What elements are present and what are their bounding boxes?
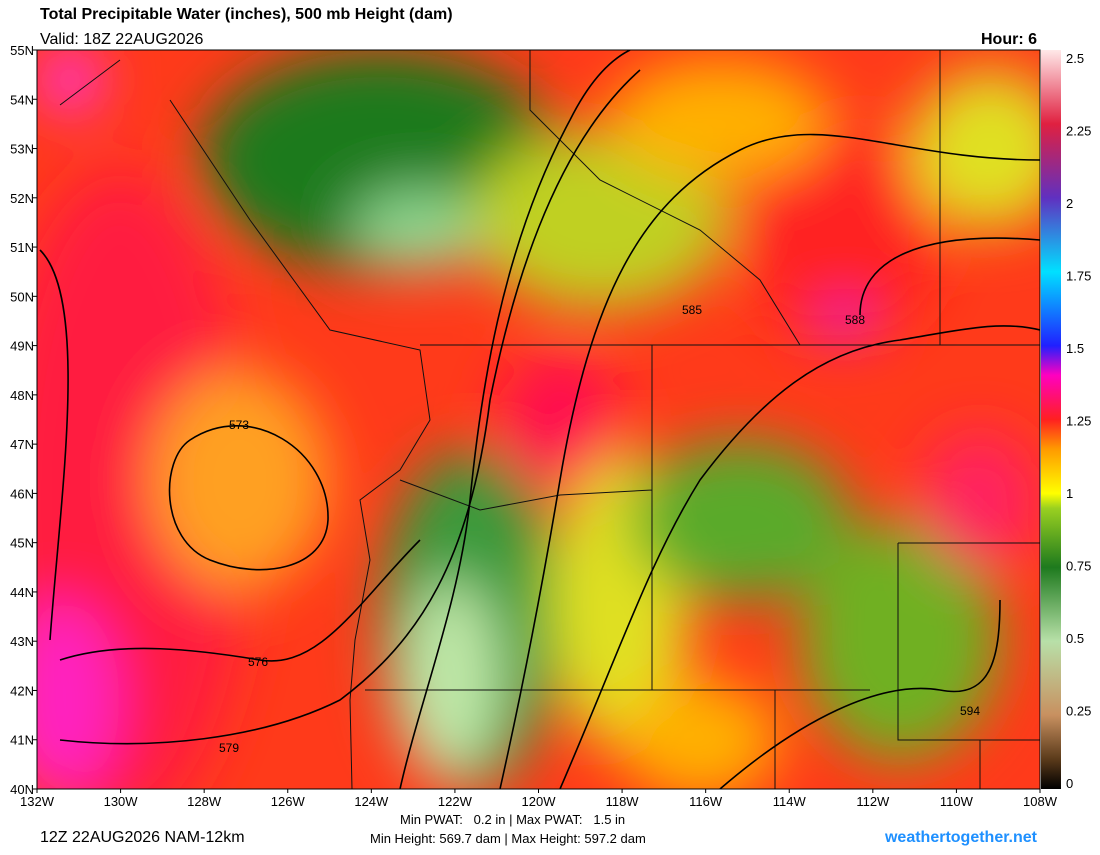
height-range: Min Height: 569.7 dam | Max Height: 597.… (370, 831, 646, 846)
lon-label: 122W (438, 794, 473, 809)
lon-label: 114W (773, 794, 807, 809)
contour-label: 576 (248, 655, 268, 669)
lat-label: 49N (10, 339, 34, 354)
lon-label: 128W (187, 794, 222, 809)
contour-label: 579 (219, 741, 239, 755)
colorbar-label: 2 (1066, 196, 1073, 211)
lat-label: 48N (10, 388, 34, 403)
contour-label: 588 (845, 313, 865, 327)
lon-label: 120W (522, 794, 557, 809)
valid-time: Valid: 18Z 22AUG2026 (40, 31, 203, 48)
lon-label: 130W (104, 794, 139, 809)
lon-label: 132W (20, 794, 55, 809)
colorbar-label: 1.5 (1066, 341, 1084, 356)
lat-label: 52N (10, 191, 34, 206)
contour-label: 585 (682, 303, 702, 317)
colorbar-label: 1 (1066, 486, 1073, 501)
title: Total Precipitable Water (inches), 500 m… (40, 6, 453, 23)
lat-label: 53N (10, 142, 34, 157)
lat-label: 45N (10, 536, 34, 551)
colorbar (1041, 50, 1061, 789)
colorbar-label: 0.25 (1066, 704, 1091, 719)
model-run: 12Z 22AUG2026 NAM-12km (40, 829, 245, 846)
lon-label: 112W (856, 794, 890, 809)
site-name: weathertogether.net (884, 829, 1038, 846)
lon-label: 126W (271, 794, 306, 809)
lat-label: 47N (10, 437, 34, 452)
colorbar-label: 0 (1066, 776, 1073, 791)
forecast-hour: Hour: 6 (981, 31, 1037, 48)
lat-label: 51N (10, 240, 34, 255)
colorbar-label: 0.5 (1066, 631, 1084, 646)
colorbar-label: 2.5 (1066, 51, 1084, 66)
colorbar-label: 1.25 (1066, 414, 1091, 429)
lon-label: 116W (689, 794, 723, 809)
lon-label: 118W (606, 794, 640, 809)
colorbar-label: 1.75 (1066, 269, 1091, 284)
lon-label: 110W (940, 794, 974, 809)
lat-label: 55N (10, 43, 34, 58)
lat-label: 43N (10, 634, 34, 649)
lat-label: 40N (10, 782, 34, 797)
contour-label: 594 (960, 704, 980, 718)
colorbar-label: 2.25 (1066, 124, 1091, 139)
lat-label: 50N (10, 289, 34, 304)
colorbar-label: 0.75 (1066, 559, 1091, 574)
pwat-field (37, 50, 1040, 789)
lat-label: 46N (10, 486, 34, 501)
lat-label: 44N (10, 585, 34, 600)
contour-label: 573 (229, 418, 249, 432)
lat-label: 42N (10, 683, 34, 698)
pwat-range: Min PWAT: 0.2 in | Max PWAT: 1.5 in (400, 812, 625, 827)
lon-label: 124W (354, 794, 389, 809)
lat-label: 41N (10, 733, 34, 748)
lat-label: 54N (10, 92, 34, 107)
lon-label: 108W (1023, 794, 1058, 809)
